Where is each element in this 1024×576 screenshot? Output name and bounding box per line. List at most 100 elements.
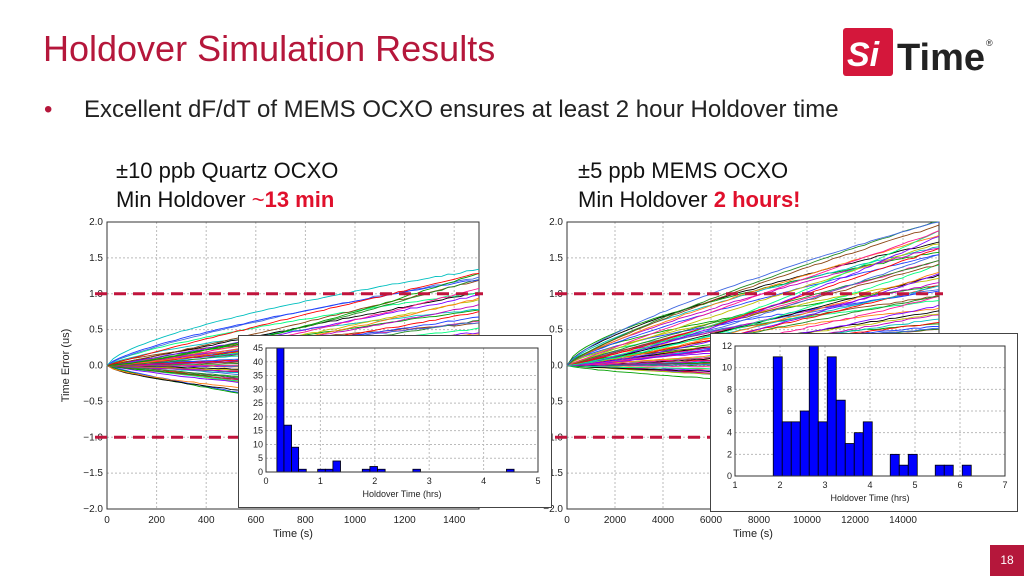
y-tick-label: −1.5 (543, 468, 563, 479)
x-tick-label: 4000 (652, 515, 675, 526)
y-tick-label: −0.5 (543, 396, 563, 407)
time-error-series-line (106, 309, 480, 366)
x-tick-label: 1200 (393, 515, 416, 526)
page-number: 18 (990, 545, 1024, 576)
histogram-y-tick-label: 0 (258, 467, 263, 477)
histogram-y-tick-label: 25 (253, 398, 263, 408)
time-error-series-line (106, 272, 480, 366)
quartz-caption-line2: Min Holdover ~13 min (116, 187, 335, 212)
y-tick-label: −2.0 (83, 504, 103, 515)
histogram-bar (907, 453, 918, 477)
time-error-series-line (566, 247, 940, 366)
histogram-bar (332, 460, 341, 473)
logo-registered-mark: ® (986, 38, 993, 48)
histogram-y-tick-label: 45 (253, 343, 263, 353)
histogram-bar (772, 356, 783, 477)
time-error-series-line (106, 287, 480, 366)
time-error-series-line (566, 230, 940, 366)
histogram-frame (734, 345, 1006, 477)
histogram-y-tick-label: 4 (727, 428, 732, 438)
histogram-bar (291, 446, 300, 473)
y-tick-label: 0.5 (89, 325, 103, 336)
time-error-series-line (566, 230, 940, 366)
x-tick-label: 400 (198, 515, 215, 526)
time-error-series-line (566, 307, 940, 366)
y-tick-label: 0.5 (549, 325, 563, 336)
histogram-y-tick-label: 15 (253, 426, 263, 436)
histogram-x-tick-label: 3 (822, 480, 827, 490)
histogram-bar (889, 453, 900, 477)
histogram-x-tick-label: 0 (263, 476, 268, 486)
histogram-y-tick-label: 5 (258, 453, 263, 463)
histogram-bar (817, 421, 828, 477)
histogram-y-tick-label: 2 (727, 449, 732, 459)
histogram-y-tick-label: 8 (727, 384, 732, 394)
histogram-bar (943, 464, 954, 477)
logo-time-text: Time (897, 37, 985, 78)
logo-si-text: Si (847, 36, 881, 74)
logo-red-box (843, 28, 893, 76)
histogram-y-tick-label: 40 (253, 357, 263, 367)
time-error-series-line (106, 291, 480, 366)
time-error-series-line (566, 263, 940, 366)
histogram-frame (265, 347, 539, 473)
x-tick-label: 1400 (443, 515, 466, 526)
histogram-bar (934, 464, 945, 477)
x-tick-label: 12000 (841, 515, 869, 526)
x-tick-label: 10000 (793, 515, 821, 526)
y-tick-label: 0.0 (549, 361, 563, 372)
y-tick-label: −0.5 (83, 396, 103, 407)
histogram-bar (283, 424, 292, 473)
histogram-y-tick-label: 20 (253, 412, 263, 422)
x-axis-label: Time (s) (733, 528, 773, 540)
histogram-y-tick-label: 10 (253, 439, 263, 449)
mems-caption-line1: ±5 ppb MEMS OCXO (578, 158, 789, 183)
histogram-x-tick-label: 4 (867, 480, 872, 490)
bullet-marker: • (44, 96, 53, 123)
y-tick-label: −1.5 (83, 468, 103, 479)
x-tick-label: 0 (104, 515, 110, 526)
time-error-series-line (566, 221, 940, 366)
histogram-x-tick-label: 6 (957, 480, 962, 490)
histogram-bar (844, 443, 855, 477)
y-tick-label: −1.0 (83, 432, 103, 443)
y-tick-label: 1.5 (89, 253, 103, 264)
x-tick-label: 6000 (700, 515, 723, 526)
histogram-y-tick-label: 10 (722, 363, 732, 373)
histogram-x-axis-label: Holdover Time (hrs) (362, 489, 441, 499)
histogram-y-tick-label: 6 (727, 406, 732, 416)
histogram-y-tick-label: 12 (722, 341, 732, 351)
x-tick-label: 1000 (344, 515, 367, 526)
histogram-x-tick-label: 3 (427, 476, 432, 486)
histogram-x-tick-label: 1 (732, 480, 737, 490)
histogram-x-tick-label: 2 (372, 476, 377, 486)
histogram-bar (808, 345, 819, 477)
histogram-bar (961, 464, 972, 477)
histogram-bar (799, 410, 810, 477)
y-tick-label: −2.0 (543, 504, 563, 515)
y-axis-label: Time Error (us) (60, 329, 72, 403)
histogram-bar (790, 421, 801, 477)
histogram-x-tick-label: 5 (535, 476, 540, 486)
x-tick-label: 200 (148, 515, 165, 526)
time-error-series-line (106, 279, 480, 366)
y-tick-label: 2.0 (549, 217, 563, 228)
histogram-x-axis-label: Holdover Time (hrs) (830, 493, 909, 503)
histogram-x-tick-label: 7 (1002, 480, 1007, 490)
x-tick-label: 2000 (604, 515, 627, 526)
histogram-bar (898, 464, 909, 477)
time-error-series-line (566, 235, 940, 366)
y-tick-label: −1.0 (543, 432, 563, 443)
mems-caption-line2: Min Holdover 2 hours! (578, 187, 801, 212)
histogram-bar (276, 347, 285, 473)
histogram-y-tick-label: 35 (253, 371, 263, 381)
histogram-x-tick-label: 1 (318, 476, 323, 486)
histogram-bar (853, 432, 864, 477)
x-tick-label: 800 (297, 515, 314, 526)
time-error-series-line (566, 264, 940, 366)
histogram-bar (826, 356, 837, 477)
histogram-bar (835, 399, 846, 477)
histogram-bar (369, 466, 378, 473)
